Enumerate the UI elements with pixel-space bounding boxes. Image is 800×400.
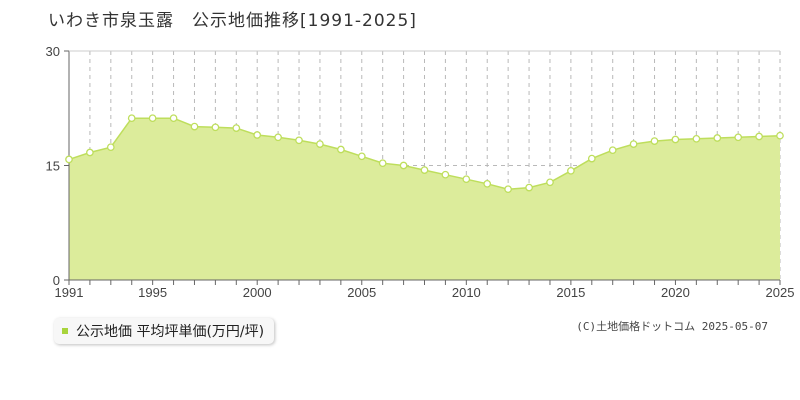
chart-title: いわき市泉玉露 公示地価推移[1991-2025]: [48, 11, 417, 31]
y-tick-label: 0: [53, 273, 60, 288]
data-point: [232, 124, 241, 132]
data-point: [86, 148, 94, 157]
data-point: [692, 134, 701, 143]
data-point: [567, 166, 575, 175]
data-point: [587, 154, 596, 163]
data-point: [337, 145, 345, 154]
axis-layer: [64, 50, 781, 285]
data-point: [483, 179, 492, 188]
x-tick-label: 1991: [55, 285, 84, 300]
data-point: [253, 131, 262, 139]
y-tick-label: 15: [46, 159, 60, 174]
data-point: [650, 137, 659, 145]
x-tick-label: 2005: [347, 285, 376, 300]
legend-label: 公示地価 平均坪単価(万円/坪): [76, 324, 265, 340]
data-point: [713, 134, 722, 142]
data-point: [420, 166, 429, 174]
data-point: [127, 114, 136, 123]
data-point: [525, 183, 533, 192]
data-point: [546, 178, 554, 187]
legend-swatch: [62, 328, 68, 334]
marker-layer: [65, 114, 784, 194]
x-tick-label: 2010: [452, 285, 481, 300]
data-point: [295, 136, 303, 145]
x-tick-label: 2020: [661, 285, 690, 300]
data-point: [357, 152, 366, 161]
data-point: [211, 123, 220, 132]
data-point: [504, 185, 512, 194]
data-point: [148, 114, 157, 123]
data-point: [776, 131, 784, 140]
x-tick-label: 1995: [138, 285, 167, 300]
x-tick-label: 2000: [243, 285, 272, 300]
data-point: [399, 161, 408, 170]
data-point: [671, 135, 680, 144]
data-point: [734, 133, 743, 142]
data-point: [608, 146, 617, 155]
tick-labels: 1991 1995 2000 2005 2010 2015 2020 2025 0 15 30: [46, 44, 795, 300]
x-tick-label: 2025: [766, 285, 795, 300]
y-tick-label: 30: [46, 44, 60, 59]
copyright-text: (C)土地価格ドットコム 2025-05-07: [576, 320, 768, 333]
data-point: [65, 155, 73, 164]
data-point: [441, 170, 450, 179]
data-point: [378, 159, 387, 168]
legend: 公示地価 平均坪単価(万円/坪): [54, 318, 275, 344]
series-area-fill: [69, 118, 780, 280]
data-point: [274, 133, 282, 142]
data-point: [462, 175, 471, 184]
data-point: [190, 122, 199, 131]
data-point: [755, 132, 763, 141]
data-point: [169, 114, 178, 123]
data-point: [629, 140, 638, 148]
x-tick-label: 2015: [556, 285, 585, 300]
data-point: [106, 143, 115, 152]
data-point: [316, 140, 324, 148]
